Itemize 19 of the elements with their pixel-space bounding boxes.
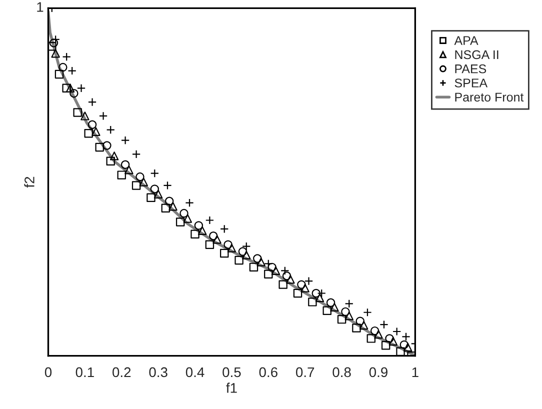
x-tick-label: 0.5 [222,367,241,378]
x-axis-title: f1 [226,382,237,393]
x-tick-label: 0.2 [112,367,131,378]
x-tick-label: 0 [44,367,52,378]
x-tick-label: 0.4 [186,367,204,378]
x-tick-label: 0.9 [369,367,388,378]
legend-label: PAES [455,64,486,74]
y-axis-title: f2 [24,176,34,188]
legend-label: Pareto Front [455,92,524,102]
legend-label: SPEA [454,78,488,88]
x-tick-label: 0.6 [259,367,278,378]
x-tick-label: 0.7 [296,367,314,378]
x-tick-label: 0.1 [76,367,94,378]
x-tick-label: 1 [412,367,418,378]
x-tick-label: 0.3 [149,367,168,378]
legend-label: NSGA II [455,50,498,60]
legend-label: APA [454,36,478,45]
text: 1 [37,2,44,12]
x-tick-label: 0.8 [332,367,351,378]
